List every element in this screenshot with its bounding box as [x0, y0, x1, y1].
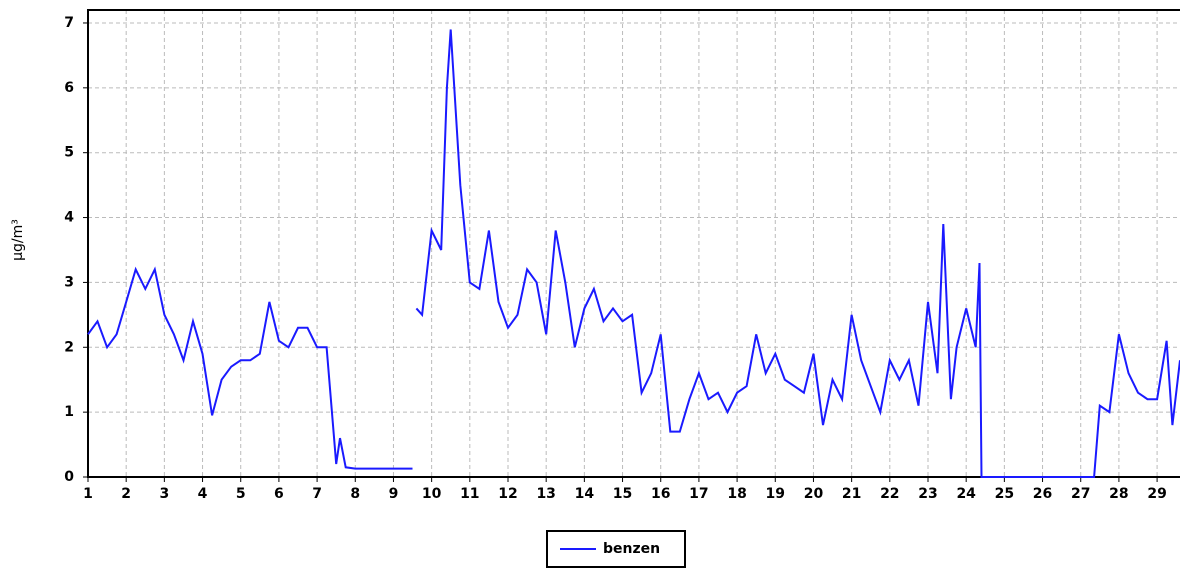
x-tick-label: 14: [575, 486, 595, 502]
x-tick-label: 24: [956, 486, 976, 502]
x-tick-label: 26: [1033, 486, 1052, 502]
x-tick-label: 13: [536, 486, 555, 502]
y-tick-label: 4: [64, 210, 74, 226]
x-tick-label: 19: [766, 486, 785, 502]
y-tick-label: 2: [64, 339, 74, 355]
x-tick-label: 22: [880, 486, 899, 502]
x-tick-label: 10: [422, 486, 442, 502]
y-axis-label: µg/m³: [10, 219, 26, 261]
data-line: [87, 29, 1180, 478]
legend-label: benzen: [603, 541, 660, 557]
x-tick-label: 7: [312, 486, 322, 502]
x-tick-label: 28: [1109, 486, 1128, 502]
x-tick-label: 8: [350, 486, 360, 502]
x-tick-label: 25: [995, 486, 1014, 502]
x-tick-label: 12: [498, 486, 517, 502]
plot-frame: [87, 9, 1180, 478]
y-tick-label: 7: [64, 15, 74, 31]
y-tick-label: 6: [64, 80, 74, 96]
x-tick-label: 17: [689, 486, 708, 502]
x-tick-label: 15: [613, 486, 632, 502]
y-tick-label: 3: [64, 274, 74, 290]
x-tick-label: 18: [727, 486, 746, 502]
x-tick-label: 6: [274, 486, 284, 502]
x-tick-label: 16: [651, 486, 670, 502]
x-tick-label: 1: [83, 486, 93, 502]
y-tick-label: 5: [64, 145, 74, 161]
x-tick-label: 11: [460, 486, 479, 502]
x-tick-label: 23: [918, 486, 937, 502]
x-tick-label: 9: [389, 486, 399, 502]
y-tick-label: 0: [64, 469, 74, 485]
x-tick-label: 5: [236, 486, 246, 502]
x-tick-label: 4: [198, 486, 208, 502]
x-tick-label: 20: [804, 486, 824, 502]
x-tick-label: 29: [1147, 486, 1166, 502]
y-tick-label: 1: [64, 404, 74, 420]
x-tick-label: 27: [1071, 486, 1090, 502]
x-tick-label: 2: [121, 486, 131, 502]
x-tick-label: 21: [842, 486, 861, 502]
x-tick-label: 3: [159, 486, 169, 502]
